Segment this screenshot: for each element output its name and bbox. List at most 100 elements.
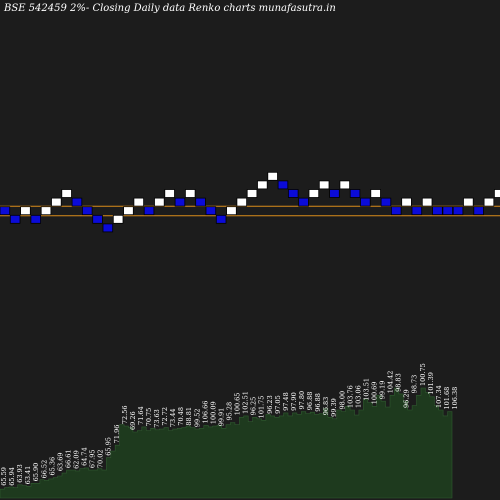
volume-label: 96.25 (250, 397, 258, 416)
volume-label: 73.63 (153, 409, 161, 428)
renko-brick-up (154, 197, 165, 207)
renko-brick-up (421, 197, 433, 207)
renko-brick-up (20, 206, 31, 216)
volume-label: 66.52 (40, 460, 48, 479)
renko-brick-down (432, 206, 443, 216)
renko-brick-down (92, 214, 103, 224)
volume-label: 100.69 (371, 382, 379, 405)
volume-label: 65.90 (32, 463, 40, 482)
renko-brick-down (329, 189, 340, 198)
volume-label: 97.90 (290, 392, 298, 411)
volume-label: 97.80 (298, 391, 306, 410)
volume-label: 101.39 (427, 372, 435, 395)
renko-brick-down (390, 206, 402, 216)
renko-brick-up (40, 206, 52, 216)
volume-label: 106.66 (201, 401, 209, 424)
renko-brick-up (483, 197, 495, 207)
renko-brick-up (370, 189, 381, 198)
volume-label: 104.42 (387, 371, 395, 394)
volume-label: 98.83 (395, 373, 403, 392)
renko-brick-up (318, 180, 330, 190)
volume-area (0, 387, 453, 499)
volume-label: 96.23 (266, 395, 274, 414)
volume-label: 103.51 (362, 378, 370, 401)
renko-brick-down (195, 197, 206, 207)
renko-brick-up (401, 197, 412, 207)
volume-label: 98.73 (411, 375, 419, 394)
volume-label: 100.09 (209, 401, 217, 424)
volume-label: 71.64 (137, 406, 145, 425)
renko-brick-down (380, 197, 392, 207)
renko-brick-down (349, 189, 361, 198)
renko-brick-up (226, 206, 237, 216)
price-lines (0, 205, 500, 217)
volume-label: 70.75 (145, 408, 153, 427)
volume-label: 107.34 (435, 385, 443, 408)
volume-label: 63.41 (24, 466, 32, 485)
volume-label: 65.59 (0, 467, 8, 486)
renko-brick-up (51, 197, 62, 207)
renko-brick-down (452, 206, 464, 216)
chart-title: BSE 542459 2%- Closing Daily data Renko … (3, 3, 336, 14)
volume-shape (0, 387, 453, 499)
volume-label: 98.00 (338, 391, 346, 410)
volume-label: 96.83 (322, 397, 330, 416)
volume-label: 72.72 (161, 407, 169, 426)
renko-brick-up (308, 189, 320, 198)
renko-brick-up (112, 214, 124, 224)
volume-label: 101.75 (258, 396, 266, 419)
volume-labels: 65.59 65.94 63.93 63.41 65.90 66.52 65.36 63.69… (0, 363, 459, 485)
volume-label: 99.39 (330, 398, 338, 417)
volume-label: 100.65 (234, 393, 242, 416)
volume-label: 65.94 (8, 467, 16, 486)
volume-label: 99.19 (379, 381, 387, 400)
volume-label: 64.74 (81, 447, 89, 466)
renko-brick-up (236, 197, 247, 207)
renko-brick-down (411, 206, 423, 216)
volume-label: 88.81 (185, 407, 193, 426)
volume-label: 95.28 (226, 402, 234, 421)
renko-brick-down (9, 214, 21, 224)
renko-brick-up (123, 206, 134, 216)
volume-label: 96.88 (314, 393, 322, 412)
renko-brick-up (184, 189, 196, 198)
renko-brick-down (174, 197, 186, 207)
volume-label: 103.06 (354, 385, 362, 408)
volume-label: 70.02 (97, 449, 105, 468)
volume-label: 96.88 (306, 392, 314, 411)
volume-label: 72.56 (121, 405, 129, 424)
renko-brick-down (0, 206, 11, 216)
volume-label: 99.91 (217, 408, 225, 427)
renko-brick-down (71, 197, 83, 207)
volume-label: 69.26 (129, 411, 137, 430)
renko-brick-up (463, 197, 474, 207)
renko-bricks (0, 171, 500, 233)
renko-brick-down (473, 206, 484, 216)
renko-brick-down (287, 189, 299, 198)
volume-label: 63.93 (16, 464, 24, 483)
renko-brick-up (339, 180, 350, 190)
renko-brick-down (143, 206, 155, 216)
renko-brick-up (493, 189, 500, 198)
volume-label: 106.38 (451, 387, 459, 410)
renko-brick-up (61, 189, 72, 198)
volume-label: 62.09 (73, 450, 81, 469)
renko-brick-up (133, 197, 144, 207)
volume-label: 99.52 (193, 408, 201, 427)
renko-brick-up (246, 189, 258, 198)
volume-label: 66.61 (64, 449, 72, 468)
volume-label: 65.36 (48, 457, 56, 476)
volume-label: 101.68 (443, 387, 451, 410)
volume-label: 70.48 (177, 407, 185, 426)
renko-brick-down (30, 214, 41, 224)
renko-brick-down (215, 214, 227, 224)
volume-label: 73.44 (169, 408, 177, 427)
renko-brick-up (267, 171, 278, 181)
renko-brick-down (360, 197, 371, 207)
renko-brick-down (442, 206, 453, 216)
volume-label: 97.05 (274, 395, 282, 414)
volume-label: 100.75 (419, 363, 427, 386)
renko-brick-up (257, 180, 268, 190)
renko-brick-down (277, 180, 289, 190)
